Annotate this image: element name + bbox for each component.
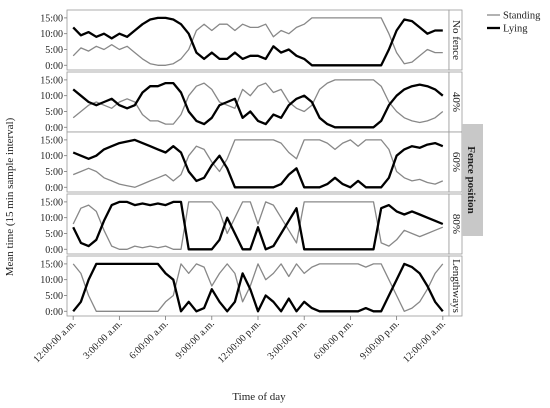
y-tick-label: 15:00 <box>40 75 63 86</box>
x-axis: 12:00:00 a.m. 3:00:00 a.m. 6:00:00 a.m. 9:0… <box>31 316 448 366</box>
series-standing-line <box>72 139 444 188</box>
y-tick-label: 0:00 <box>45 61 63 72</box>
legend-label-standing: Standing <box>503 11 541 22</box>
x-tick-label: 9:00:00 p.m. <box>358 318 402 362</box>
facet-label: No fence <box>450 20 462 60</box>
panel-5: 0:00 5:00 10:00 15:00 Lengthways <box>40 255 463 318</box>
y-tick-label: 5:00 <box>45 229 63 240</box>
y-tick-label: 10:00 <box>40 91 63 102</box>
series-standing-line <box>72 79 444 125</box>
strip-title: Fence position <box>465 146 477 214</box>
y-axis-title: Mean time (15 min sample interval) <box>4 117 16 276</box>
y-tick-label: 10:00 <box>40 29 63 40</box>
series-standing-line <box>72 263 444 312</box>
y-tick-label: 5:00 <box>45 107 63 118</box>
facet-strip <box>448 255 463 317</box>
x-tick-label: 6:00:00 p.m. <box>312 318 356 362</box>
facet-label: Lengthways <box>450 259 462 313</box>
x-tick-label: 9:00:00 a.m. <box>174 318 217 361</box>
x-tick-label: 6:00:00 a.m. <box>127 318 170 361</box>
y-tick-label: 0:00 <box>45 183 63 194</box>
panel-frame <box>66 255 450 317</box>
panel-3: 0:00 5:00 10:00 15:00 60% <box>40 131 463 194</box>
y-tick-label: 0:00 <box>45 307 63 318</box>
y-tick-label: 15:00 <box>40 259 63 270</box>
y-tick-label: 15:00 <box>40 135 63 146</box>
facet-label: 40% <box>450 92 462 112</box>
x-tick-label: 3:00:00 a.m. <box>81 318 124 361</box>
series-lying-line <box>72 200 444 251</box>
y-tick-label: 5:00 <box>45 167 63 178</box>
y-tick-label: 5:00 <box>45 291 63 302</box>
panel-frame <box>66 9 450 71</box>
series-standing-line <box>72 201 444 250</box>
panels: 0:00 5:00 10:00 15:00 No fence 0:00 5:00 10:00 1… <box>40 9 463 318</box>
y-tick-label: 15:00 <box>40 197 63 208</box>
series-lying-line <box>72 262 444 313</box>
series-standing-line <box>72 17 443 66</box>
y-tick-label: 10:00 <box>40 151 63 162</box>
y-tick-label: 10:00 <box>40 275 63 286</box>
y-tick-label: 10:00 <box>40 213 63 224</box>
panel-4: 0:00 5:00 10:00 15:00 80% <box>40 193 463 256</box>
x-tick-label: 12:00:00 a.m. <box>401 318 448 365</box>
fence-position-strip: Fence position <box>462 124 483 236</box>
y-tick-label: 0:00 <box>45 245 63 256</box>
facet-label: 60% <box>450 152 462 172</box>
series-lying-line <box>72 81 444 129</box>
y-tick-label: 15:00 <box>40 13 63 24</box>
series-lying-line <box>72 138 444 189</box>
y-tick-label: 0:00 <box>45 123 63 134</box>
y-tick-label: 5:00 <box>45 45 63 56</box>
strip-background <box>462 124 483 236</box>
facet-strip <box>448 9 463 71</box>
x-tick-label: 3:00:00 p.m. <box>266 318 310 362</box>
panel-2: 0:00 5:00 10:00 15:00 40% <box>40 71 463 134</box>
x-tick-label: 12:00:00 p.m. <box>216 318 263 365</box>
x-tick-label: 12:00:00 a.m. <box>31 318 78 365</box>
series-lying-line <box>72 16 443 67</box>
x-axis-title: Time of day <box>232 391 286 403</box>
legend-label-lying: Lying <box>503 24 528 35</box>
legend: Standing Lying <box>487 11 541 35</box>
facet-label: 80% <box>450 214 462 234</box>
panel-1: 0:00 5:00 10:00 15:00 No fence <box>40 9 463 72</box>
